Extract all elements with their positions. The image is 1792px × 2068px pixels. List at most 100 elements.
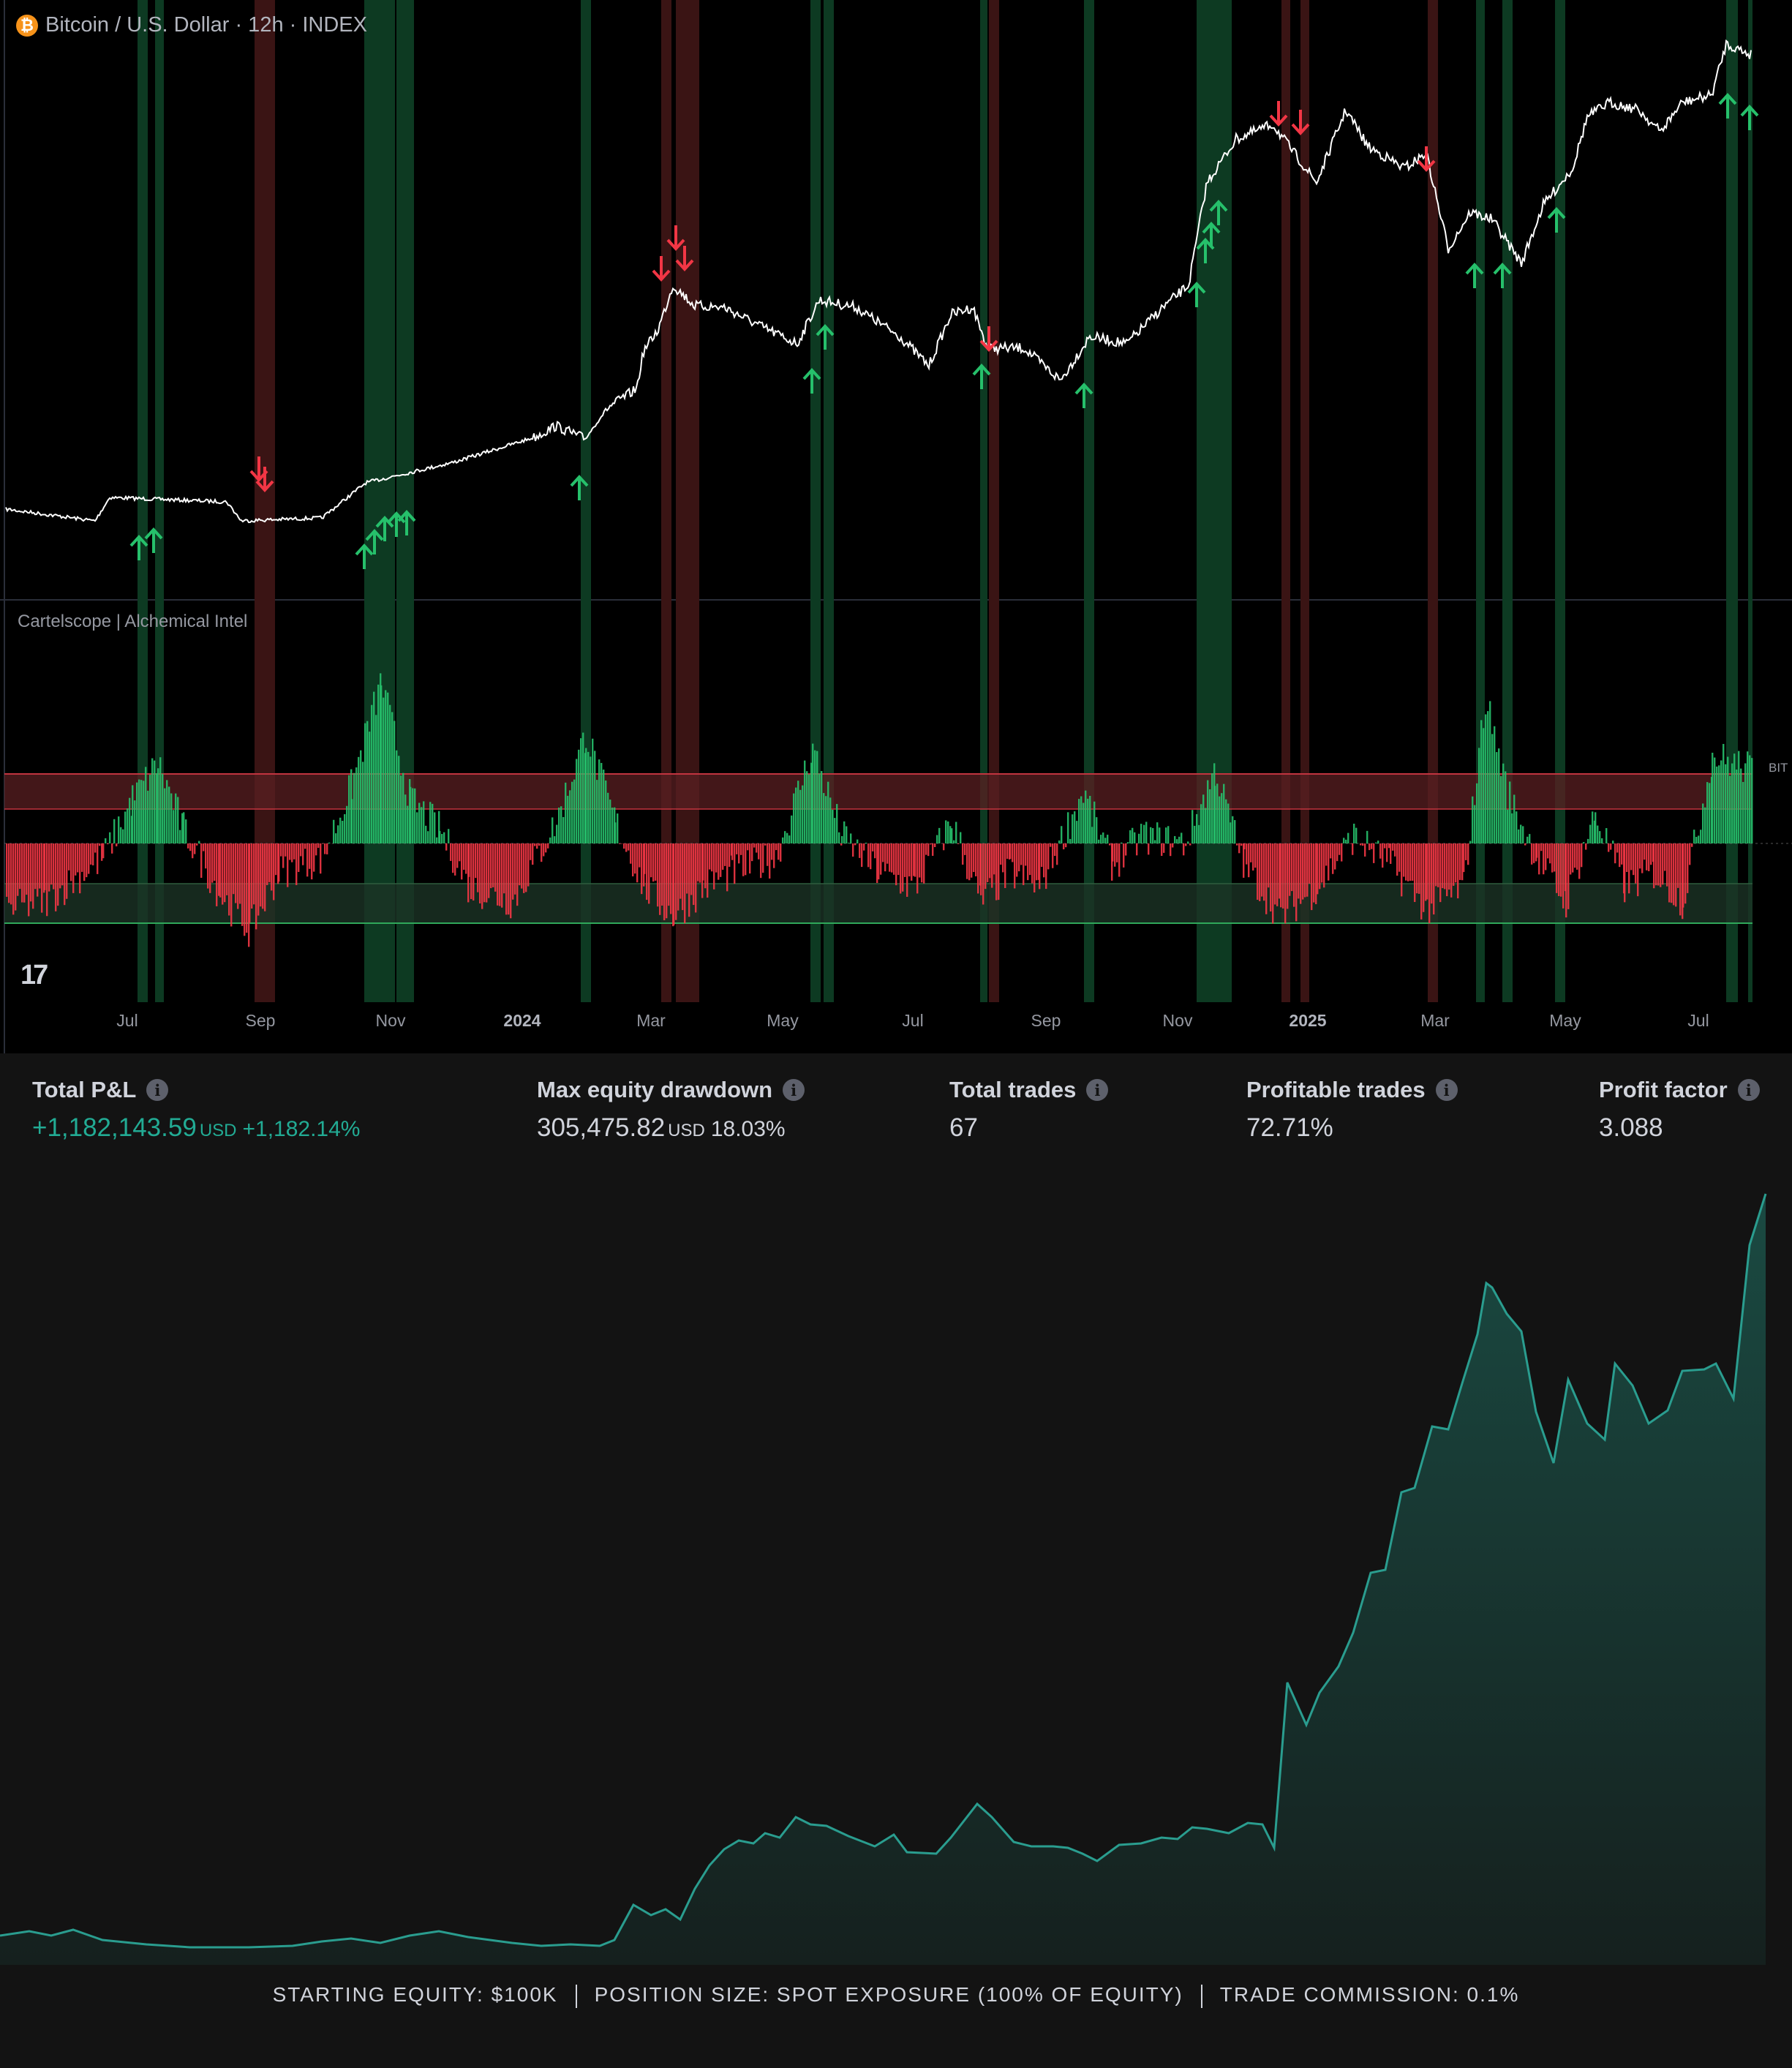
bullish-signal-zone [980,0,987,1002]
stat-value-number: 72.71% [1246,1113,1333,1142]
stat-unit: USD [199,1121,237,1140]
stat-total-p-l: Total P&L i +1,182,143.59 USD +1,182.14% [32,1077,360,1143]
info-icon[interactable]: i [146,1079,169,1101]
buy-signal-arrow-icon[interactable] [1547,207,1566,233]
stat-title-text: Total P&L [32,1077,137,1102]
stat-title: Profitable trades i [1246,1077,1458,1103]
stat-title-text: Profit factor [1599,1077,1728,1102]
stat-percent: 18.03% [710,1117,786,1141]
info-icon[interactable]: i [1737,1079,1760,1101]
sell-signal-arrow-icon[interactable] [1291,110,1310,135]
buy-signal-arrow-icon[interactable] [1465,263,1484,288]
performance-summary: Total P&L i +1,182,143.59 USD +1,182.14% Max … [0,1053,1792,1178]
info-icon[interactable]: i [1435,1079,1458,1101]
bullish-signal-zone [581,0,591,1002]
sell-signal-arrow-icon[interactable] [1269,101,1288,127]
buy-signal-arrow-icon[interactable] [1740,105,1759,130]
sell-signal-arrow-icon[interactable] [979,326,998,352]
time-axis-label: May [767,1011,799,1030]
equity-area [0,1194,1766,1965]
price-line[interactable] [5,39,1752,524]
info-icon[interactable]: i [783,1079,805,1101]
footer-setting: STARTING EQUITY: $100K [272,1983,558,2006]
stat-value: 3.088 [1599,1113,1760,1143]
buy-signal-arrow-icon[interactable] [816,324,835,350]
footer-separator [1200,1984,1202,2008]
buy-signal-arrow-icon[interactable] [375,516,394,541]
time-axis-label: Sep [1031,1011,1061,1030]
stat-title-text: Max equity drawdown [537,1077,773,1102]
footer-separator [575,1984,577,2008]
bullish-signal-zone [1502,0,1513,1002]
sell-signal-arrow-icon[interactable] [1417,146,1436,172]
buy-signal-arrow-icon[interactable] [802,368,821,394]
price-chart-panel[interactable]: ₿ Bitcoin / U.S. Dollar · 12h · INDEX Ca… [0,0,1792,1053]
bullish-signal-zone [1748,0,1753,1002]
bullish-signal-zone [155,0,164,1002]
buy-signal-arrow-icon[interactable] [1209,200,1228,225]
bearish-signal-zone [255,0,275,1002]
bullish-signal-zone [396,0,414,1002]
time-axis-label: Mar [636,1011,666,1030]
time-axis-label: Jul [1687,1011,1709,1030]
bitcoin-icon: ₿ [16,14,38,37]
stat-profitable-trades: Profitable trades i 72.71% [1246,1077,1458,1143]
stat-unit: USD [668,1121,705,1140]
buy-signal-arrow-icon[interactable] [144,527,163,553]
stat-profit-factor: Profit factor i 3.088 [1599,1077,1760,1143]
bullish-signal-zone [364,0,395,1002]
sell-signal-arrow-icon[interactable] [675,246,694,271]
bullish-signal-zone [138,0,148,1002]
indicator-title: Cartelscope | Alchemical Intel [18,612,248,631]
stat-total-trades: Total trades i 67 [949,1077,1109,1143]
bearish-signal-zone [1428,0,1438,1002]
time-axis-label: 2025 [1289,1011,1327,1030]
time-axis-label: Jul [902,1011,924,1030]
buy-signal-arrow-icon[interactable] [1493,263,1512,288]
time-axis-label: Sep [245,1011,276,1030]
buy-signal-arrow-icon[interactable] [355,544,374,569]
stat-value: 72.71% [1246,1113,1458,1143]
stat-value: 67 [949,1113,1108,1143]
time-axis-label: May [1549,1011,1581,1030]
equity-curve-chart [0,1193,1767,1965]
info-icon[interactable]: i [1086,1079,1109,1101]
price-chart[interactable] [0,0,1792,1053]
buy-signal-arrow-icon[interactable] [1187,282,1206,307]
buy-signal-arrow-icon[interactable] [129,535,148,560]
price-axis-label: BIT [1769,761,1788,775]
buy-signal-arrow-icon[interactable] [1202,222,1221,247]
footer-setting: POSITION SIZE: SPOT EXPOSURE (100% OF EQ… [594,1983,1183,2006]
strategy-report-panel: Total P&L i +1,182,143.59 USD +1,182.14% Max … [0,1053,1792,2068]
stat-value-number: 67 [949,1113,978,1142]
buy-signal-arrow-icon[interactable] [570,475,589,500]
bullish-signal-zone [1197,0,1232,1002]
stat-title-text: Total trades [949,1077,1077,1102]
time-axis-label: Nov [1162,1011,1193,1030]
symbol-title: Bitcoin / U.S. Dollar · 12h · INDEX [45,13,367,37]
buy-signal-arrow-icon[interactable] [397,510,416,535]
stat-title-text: Profitable trades [1246,1077,1426,1102]
buy-signal-arrow-icon[interactable] [1074,383,1093,408]
stat-title: Max equity drawdown i [537,1077,805,1103]
sell-signal-arrow-icon[interactable] [652,256,671,282]
overbought-band [4,774,1753,809]
bearish-signal-zone [661,0,671,1002]
time-axis-label: Nov [375,1011,406,1030]
tradingview-logo-icon[interactable]: 17 [20,960,48,990]
stat-value: 305,475.82 USD 18.03% [537,1113,805,1143]
bearish-signal-zone [1300,0,1309,1002]
backtest-settings-footer: STARTING EQUITY: $100K POSITION SIZE: SPO… [0,1983,1792,2008]
sell-signal-arrow-icon[interactable] [666,225,685,251]
stat-title: Total P&L i [32,1077,360,1103]
oversold-band [4,884,1753,923]
footer-setting: TRADE COMMISSION: 0.1% [1219,1983,1520,2006]
bearish-signal-zone [1281,0,1290,1002]
buy-signal-arrow-icon[interactable] [365,529,384,554]
buy-signal-arrow-icon[interactable] [1718,93,1737,119]
buy-signal-arrow-icon[interactable] [972,364,991,389]
stat-percent: +1,182.14% [242,1117,361,1141]
bearish-signal-zone [676,0,699,1002]
sell-signal-arrow-icon[interactable] [255,467,274,492]
time-axis: Jul Sep Nov 2024 Mar May Jul Sep Nov 2025 Mar May Ju… [0,1011,1792,1033]
